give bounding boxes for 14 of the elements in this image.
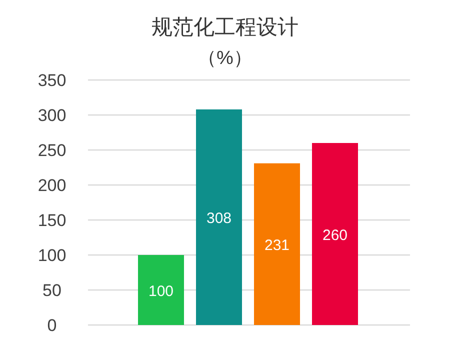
ytick: 200 <box>38 176 66 195</box>
ytick: 350 <box>38 71 66 90</box>
data-label: 100 <box>148 283 174 300</box>
ytick: 0 <box>47 316 57 335</box>
data-label: 231 <box>264 237 290 254</box>
title: 规范化工程设计 <box>152 16 298 39</box>
ytick: 50 <box>42 281 62 300</box>
data-label: 260 <box>322 227 348 244</box>
data-label: 308 <box>206 210 232 228</box>
ytick: 250 <box>38 141 66 160</box>
ytick: 300 <box>38 106 66 125</box>
ytick: 100 <box>38 246 66 265</box>
ytick: 150 <box>38 211 66 230</box>
subtitle: （%） <box>198 48 252 69</box>
